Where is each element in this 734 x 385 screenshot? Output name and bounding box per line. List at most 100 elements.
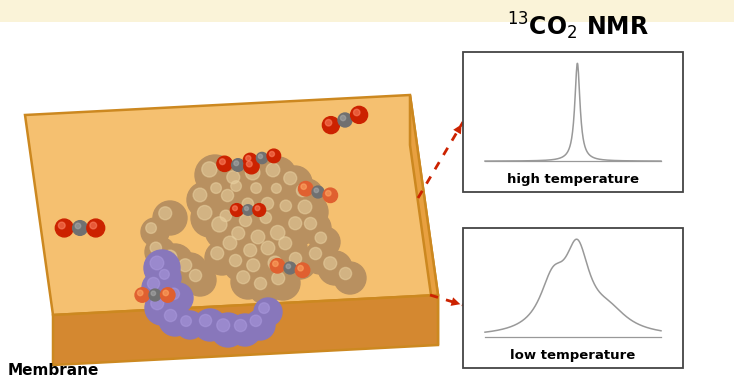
Circle shape: [146, 223, 156, 233]
Bar: [463, 228, 683, 368]
Circle shape: [205, 210, 245, 250]
Circle shape: [211, 313, 245, 347]
Circle shape: [237, 271, 250, 284]
Circle shape: [323, 188, 338, 203]
Circle shape: [278, 166, 312, 200]
Circle shape: [256, 192, 288, 224]
Circle shape: [216, 184, 248, 216]
Circle shape: [351, 106, 368, 123]
Circle shape: [90, 222, 97, 229]
Circle shape: [284, 262, 296, 274]
Circle shape: [244, 244, 257, 257]
Circle shape: [272, 261, 278, 266]
Circle shape: [245, 310, 275, 340]
Circle shape: [266, 163, 280, 177]
Polygon shape: [53, 295, 438, 365]
Polygon shape: [410, 95, 438, 345]
Circle shape: [59, 222, 65, 229]
Circle shape: [168, 288, 180, 300]
Circle shape: [258, 154, 263, 159]
Circle shape: [193, 188, 207, 202]
Circle shape: [249, 272, 281, 304]
Circle shape: [288, 217, 302, 230]
Circle shape: [159, 270, 170, 279]
Circle shape: [159, 207, 172, 220]
Circle shape: [159, 304, 191, 336]
Circle shape: [251, 183, 261, 193]
Circle shape: [145, 237, 175, 267]
Circle shape: [334, 262, 366, 294]
Circle shape: [195, 155, 235, 195]
Circle shape: [205, 241, 239, 275]
Circle shape: [163, 290, 169, 296]
Circle shape: [244, 159, 259, 174]
Circle shape: [244, 153, 257, 167]
Circle shape: [354, 109, 360, 116]
Circle shape: [259, 303, 269, 313]
Text: low temperature: low temperature: [510, 349, 636, 362]
Circle shape: [184, 264, 216, 296]
Circle shape: [284, 247, 316, 279]
Circle shape: [315, 232, 327, 243]
Circle shape: [145, 291, 179, 325]
Circle shape: [338, 113, 352, 127]
Circle shape: [275, 195, 305, 225]
Circle shape: [221, 165, 255, 199]
Circle shape: [226, 176, 254, 204]
Text: high temperature: high temperature: [507, 173, 639, 186]
Circle shape: [291, 179, 323, 211]
Circle shape: [135, 288, 150, 302]
Circle shape: [301, 184, 306, 189]
Circle shape: [295, 263, 310, 278]
Circle shape: [149, 289, 161, 301]
Circle shape: [200, 315, 211, 326]
Circle shape: [238, 238, 272, 272]
Circle shape: [299, 181, 313, 196]
Circle shape: [151, 291, 156, 296]
Circle shape: [231, 265, 265, 299]
Circle shape: [250, 315, 261, 326]
Circle shape: [298, 265, 303, 271]
Circle shape: [260, 212, 272, 224]
Circle shape: [157, 244, 193, 280]
Circle shape: [262, 250, 298, 286]
Circle shape: [312, 186, 324, 198]
Circle shape: [310, 227, 340, 257]
Circle shape: [244, 206, 249, 211]
Circle shape: [341, 116, 346, 121]
Circle shape: [255, 207, 285, 237]
Circle shape: [220, 210, 231, 221]
Circle shape: [217, 156, 232, 171]
Circle shape: [239, 159, 277, 197]
Circle shape: [232, 159, 244, 171]
Circle shape: [144, 250, 180, 286]
Circle shape: [246, 156, 251, 161]
Circle shape: [325, 119, 332, 126]
Circle shape: [55, 219, 73, 237]
Circle shape: [314, 188, 319, 192]
Circle shape: [142, 272, 174, 304]
Circle shape: [217, 319, 230, 332]
Circle shape: [264, 219, 302, 257]
Circle shape: [266, 266, 300, 300]
Circle shape: [155, 265, 181, 291]
Circle shape: [215, 205, 245, 235]
Circle shape: [304, 242, 336, 274]
Circle shape: [75, 223, 81, 229]
Circle shape: [272, 183, 281, 193]
Circle shape: [234, 209, 266, 241]
Circle shape: [173, 253, 207, 287]
Circle shape: [163, 283, 193, 313]
Circle shape: [247, 259, 260, 272]
Bar: [463, 52, 683, 192]
Circle shape: [298, 200, 312, 214]
Circle shape: [222, 189, 233, 202]
Circle shape: [176, 311, 204, 339]
Circle shape: [226, 221, 260, 255]
Circle shape: [245, 224, 281, 260]
Circle shape: [150, 256, 164, 270]
Circle shape: [267, 149, 280, 163]
Circle shape: [260, 157, 296, 193]
Circle shape: [268, 256, 282, 270]
Circle shape: [261, 198, 274, 209]
